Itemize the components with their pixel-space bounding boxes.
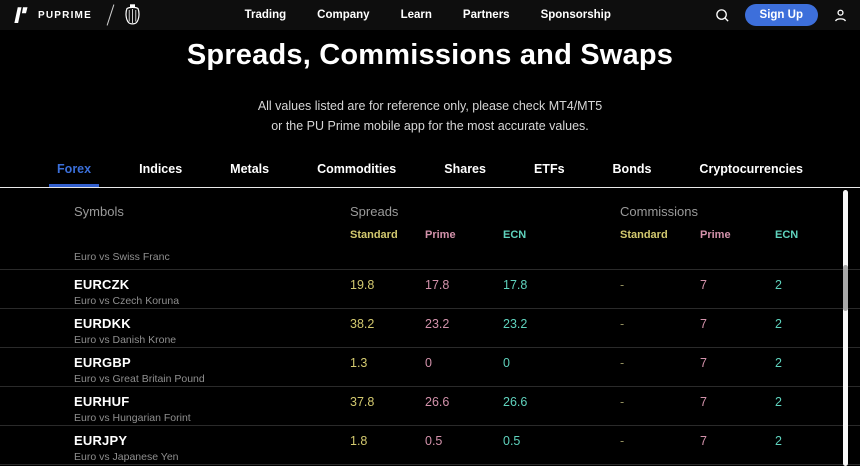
table-row: EURGBP Euro vs Great Britain Pound 1.3 0…: [0, 347, 860, 386]
nav-partners[interactable]: Partners: [462, 9, 510, 21]
symbol-description: Euro vs Czech Koruna: [74, 295, 180, 307]
symbol-name: EURDKK: [74, 316, 131, 331]
commission-standard-value: -: [620, 278, 625, 292]
spreads-prime-header: Prime: [425, 229, 456, 241]
table-row: EURNZD 1.9 1.8 1.8 - 7 2: [0, 464, 860, 466]
table-row: EURDKK Euro vs Danish Krone 38.2 23.2 23…: [0, 308, 860, 347]
spreads-table: Symbols Spreads Commissions Standard Pri…: [0, 204, 860, 466]
table-row: EURHUF Euro vs Hungarian Forint 37.8 26.…: [0, 386, 860, 425]
spread-ecn-value: 23.2: [503, 317, 528, 331]
page-title: Spreads, Commissions and Swaps: [186, 39, 674, 71]
commission-ecn-value: 2: [775, 356, 782, 370]
user-icon[interactable]: [833, 8, 848, 23]
spread-standard-value: 19.8: [350, 278, 375, 292]
spreads-group-header: Spreads: [350, 204, 399, 219]
commission-ecn-value: 2: [775, 317, 782, 331]
tab-forex[interactable]: Forex: [49, 156, 100, 187]
spread-standard-value: 37.8: [350, 395, 375, 409]
commission-prime-value: 7: [700, 317, 707, 331]
commissions-group-header: Commissions: [620, 204, 699, 219]
symbol-description: Euro vs Great Britain Pound: [74, 373, 205, 385]
brand-logo[interactable]: PUPRIME: [14, 4, 141, 26]
tab-metals[interactable]: Metals: [230, 162, 270, 176]
commission-ecn-value: 2: [775, 434, 782, 448]
commission-prime-value: 7: [700, 395, 707, 409]
commission-standard-value: -: [620, 317, 625, 331]
tab-cryptocurrencies[interactable]: Cryptocurrencies: [699, 162, 803, 176]
subtitle-line-2: or the PU Prime mobile app for the most …: [271, 119, 589, 133]
nav-right-group: Sign Up: [715, 4, 848, 26]
nav-company[interactable]: Company: [317, 9, 370, 21]
spread-standard-value: 1.3: [350, 356, 368, 370]
symbol-description: Euro vs Danish Krone: [74, 334, 177, 346]
symbol-name: EURGBP: [74, 355, 131, 370]
symbols-column-header: Symbols: [74, 204, 124, 219]
table-group-headers: Symbols Spreads Commissions: [0, 204, 860, 219]
subtitle-line-1: All values listed are for reference only…: [257, 99, 603, 113]
table-row: EURCZK Euro vs Czech Koruna 19.8 17.8 17…: [0, 269, 860, 308]
commission-standard-value: -: [620, 356, 625, 370]
tab-bonds[interactable]: Bonds: [612, 162, 652, 176]
nav-trading[interactable]: Trading: [244, 9, 287, 21]
brand-divider: [101, 4, 115, 26]
scrollbar-thumb[interactable]: [843, 265, 848, 311]
page-subtitle: All values listed are for reference only…: [0, 96, 860, 136]
spreads-standard-header: Standard: [350, 229, 398, 241]
commission-ecn-value: 2: [775, 395, 782, 409]
symbol-name: EURHUF: [74, 394, 130, 409]
tab-commodities[interactable]: Commodities: [317, 162, 397, 176]
commission-prime-value: 7: [700, 278, 707, 292]
commission-ecn-value: 2: [775, 278, 782, 292]
table-row-partial: Euro vs Swiss Franc: [0, 251, 860, 263]
nav-learn[interactable]: Learn: [400, 9, 432, 21]
spread-prime-value: 0: [425, 356, 432, 370]
spread-prime-value: 17.8: [425, 278, 450, 292]
spread-ecn-value: 17.8: [503, 278, 528, 292]
commission-standard-value: -: [620, 395, 625, 409]
symbol-name: EURJPY: [74, 433, 128, 448]
nav-sponsorship[interactable]: Sponsorship: [540, 9, 611, 21]
main-nav: Trading Company Learn Partners Sponsorsh…: [141, 9, 715, 21]
symbol-name: EURCZK: [74, 277, 130, 292]
tab-etfs[interactable]: ETFs: [533, 162, 565, 176]
sign-up-button[interactable]: Sign Up: [744, 4, 818, 26]
commissions-standard-header: Standard: [620, 229, 668, 241]
top-navigation: PUPRIME Trading Company Learn Partners S…: [0, 0, 860, 30]
search-icon[interactable]: [715, 8, 730, 23]
table-row: EURJPY Euro vs Japanese Yen 1.8 0.5 0.5 …: [0, 425, 860, 464]
commission-standard-value: -: [620, 434, 625, 448]
spread-standard-value: 1.8: [350, 434, 368, 448]
symbol-description: Euro vs Hungarian Forint: [74, 412, 191, 424]
table-subcolumn-headers: Standard Prime ECN Standard Prime ECN: [0, 229, 860, 241]
spread-prime-value: 23.2: [425, 317, 450, 331]
spread-prime-value: 0.5: [425, 434, 443, 448]
asset-class-tabs: Forex Indices Metals Commodities Shares …: [0, 156, 860, 188]
spreads-ecn-header: ECN: [503, 229, 527, 241]
spread-prime-value: 26.6: [425, 395, 450, 409]
spread-ecn-value: 0.5: [503, 434, 521, 448]
pu-prime-logo-icon: [14, 6, 29, 24]
symbol-description: Euro vs Japanese Yen: [74, 451, 179, 463]
brand-name: PUPRIME: [38, 9, 92, 21]
symbol-description: Euro vs Swiss Franc: [74, 251, 170, 263]
spread-standard-value: 38.2: [350, 317, 375, 331]
table-scrollbar[interactable]: [843, 190, 848, 466]
tab-shares[interactable]: Shares: [444, 162, 486, 176]
commission-prime-value: 7: [700, 434, 707, 448]
commission-prime-value: 7: [700, 356, 707, 370]
tab-indices[interactable]: Indices: [139, 162, 183, 176]
commissions-ecn-header: ECN: [775, 229, 799, 241]
afa-crest-icon: [124, 4, 141, 26]
spread-ecn-value: 0: [503, 356, 510, 370]
spread-ecn-value: 26.6: [503, 395, 528, 409]
commissions-prime-header: Prime: [700, 229, 731, 241]
